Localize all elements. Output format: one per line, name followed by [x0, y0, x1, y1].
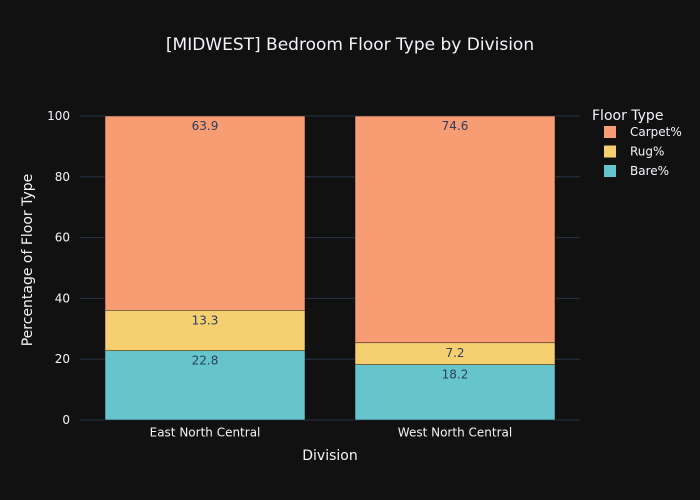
- y-tick-label: 20: [55, 352, 70, 366]
- bar-segment[interactable]: [104, 310, 306, 351]
- bar-segment[interactable]: [104, 350, 306, 421]
- legend-swatch[interactable]: [604, 126, 616, 138]
- x-tick-label: West North Central: [398, 426, 512, 440]
- bars: [104, 115, 556, 421]
- data-label: 74.6: [442, 119, 469, 133]
- bar-segment[interactable]: [104, 115, 306, 311]
- data-label: 7.2: [445, 346, 464, 360]
- y-tick-label: 40: [55, 291, 70, 305]
- y-tick-label: 80: [55, 170, 70, 184]
- y-tick-label: 60: [55, 231, 70, 245]
- y-tick-label: 100: [47, 109, 70, 123]
- bar-segment[interactable]: [354, 115, 556, 344]
- legend-item-label[interactable]: Carpet%: [630, 125, 682, 139]
- data-label: 18.2: [442, 368, 469, 382]
- y-axis-ticks: 0 20 40 60 80 100: [47, 109, 70, 427]
- chart-title: [MIDWEST] Bedroom Floor Type by Division: [166, 35, 534, 55]
- y-axis-title: Percentage of Floor Type: [20, 174, 36, 347]
- data-label: 13.3: [192, 313, 219, 327]
- legend[interactable]: Floor Type Carpet% Rug% Bare%: [592, 108, 682, 178]
- x-axis-title: Division: [302, 448, 357, 464]
- legend-title: Floor Type: [592, 108, 663, 124]
- legend-swatch[interactable]: [604, 165, 616, 177]
- data-labels: 22.8 13.3 63.9 18.2 7.2 74.6: [192, 119, 469, 382]
- data-label: 63.9: [192, 119, 219, 133]
- legend-swatch[interactable]: [604, 145, 616, 158]
- legend-item-label[interactable]: Bare%: [630, 164, 669, 178]
- data-label: 22.8: [192, 354, 219, 368]
- x-axis-ticks: East North Central West North Central: [150, 426, 513, 440]
- bar-segment[interactable]: [354, 364, 556, 421]
- legend-item-label[interactable]: Rug%: [630, 145, 664, 159]
- y-tick-label: 0: [62, 413, 70, 427]
- x-tick-label: East North Central: [150, 426, 261, 440]
